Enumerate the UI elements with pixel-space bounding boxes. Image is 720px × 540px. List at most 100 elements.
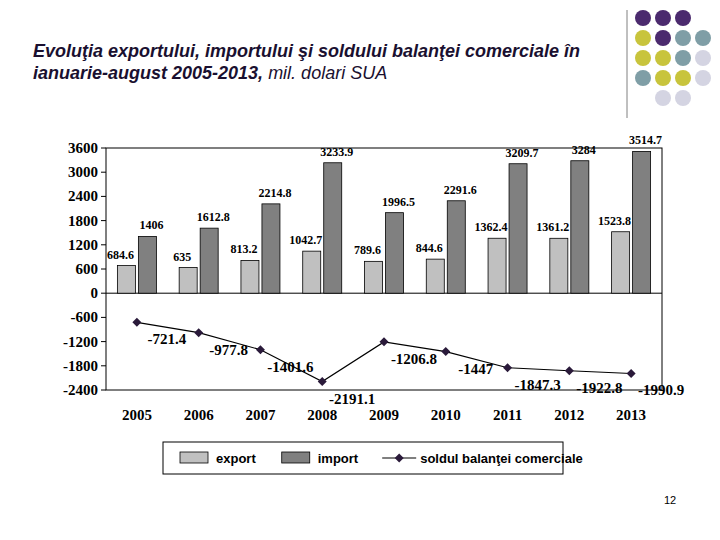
decor-dot xyxy=(655,50,671,66)
data-label: -1447 xyxy=(458,361,493,377)
data-label: 1406 xyxy=(139,218,163,232)
bar xyxy=(488,238,506,293)
decor-dot xyxy=(675,30,691,46)
y-tick-label: 1800 xyxy=(68,213,98,229)
decor-dot xyxy=(635,70,651,86)
bar xyxy=(447,201,465,293)
x-tick-label: 2005 xyxy=(122,407,152,423)
bar xyxy=(138,236,156,293)
marker xyxy=(132,318,141,327)
y-tick xyxy=(101,244,106,245)
bar xyxy=(365,261,383,293)
marker xyxy=(627,369,636,378)
y-tick xyxy=(101,317,106,318)
data-label: -1990.9 xyxy=(638,382,684,398)
x-tick-label: 2008 xyxy=(307,407,337,423)
page-number: 12 xyxy=(664,494,676,506)
y-tick xyxy=(101,148,106,149)
y-tick xyxy=(101,365,106,366)
data-label: 813.2 xyxy=(230,242,257,256)
line xyxy=(137,322,631,381)
y-tick-label: -600 xyxy=(71,309,99,325)
decor-dot xyxy=(635,30,651,46)
data-label: 789.6 xyxy=(354,243,381,257)
x-tick-label: 2011 xyxy=(493,407,522,423)
decor-dot xyxy=(655,30,671,46)
decor-dot xyxy=(695,50,711,66)
decor-dot xyxy=(635,50,651,66)
bar xyxy=(550,238,568,293)
data-labels: 684.6635813.21042.7789.6844.61362.41361.… xyxy=(107,133,684,406)
marker xyxy=(318,377,327,386)
bar xyxy=(117,266,135,294)
data-label: 3233.9 xyxy=(320,145,353,159)
chart: -2400-1800-1200-600060012001800240030003… xyxy=(0,0,720,540)
y-tick-label: 600 xyxy=(76,261,99,277)
legend-label: export xyxy=(216,451,256,466)
title: Evoluţia exportului, importului şi soldu… xyxy=(33,40,603,84)
y-tick-label: -1200 xyxy=(63,334,98,350)
data-label: -1847.3 xyxy=(514,377,560,393)
legend-swatch xyxy=(180,452,208,463)
bar xyxy=(324,163,342,293)
y-tick-label: -2400 xyxy=(63,382,98,398)
y-tick xyxy=(101,172,106,173)
data-label: -977.8 xyxy=(209,342,248,358)
data-label: 3284 xyxy=(572,143,596,157)
plot-frame xyxy=(106,148,662,390)
bar xyxy=(179,268,197,294)
data-label: 2214.8 xyxy=(258,186,291,200)
decor-dot xyxy=(695,70,711,86)
y-tick-label: 0 xyxy=(91,285,99,301)
decor-dot xyxy=(655,10,671,26)
data-label: 1362.4 xyxy=(475,220,508,234)
data-label: 1361.2 xyxy=(536,220,569,234)
y-tick xyxy=(101,220,106,221)
data-label: -1401.6 xyxy=(267,359,314,375)
x-tick-label: 2013 xyxy=(616,407,646,423)
data-label: 1612.8 xyxy=(197,210,230,224)
y-tick-label: -1800 xyxy=(63,358,98,374)
decor-dot xyxy=(675,70,691,86)
marks xyxy=(117,151,650,386)
data-label: 684.6 xyxy=(107,248,134,262)
subtitle: mil. dolari SUA xyxy=(268,63,387,83)
decor-dot xyxy=(675,50,691,66)
y-tick-label: 2400 xyxy=(68,188,98,204)
bar xyxy=(571,161,589,293)
bar xyxy=(303,251,321,293)
x-tick-label: 2009 xyxy=(369,407,399,423)
bar xyxy=(426,259,444,293)
x-tick-label: 2012 xyxy=(554,407,584,423)
x-tick-label: 2007 xyxy=(245,407,276,423)
decor-dot xyxy=(695,30,711,46)
x-tick-label: 2006 xyxy=(184,407,215,423)
data-label: 1523.8 xyxy=(598,214,631,228)
y-tick-label: 3600 xyxy=(68,140,98,156)
marker xyxy=(503,363,512,372)
decor-dot xyxy=(655,70,671,86)
legend-label: soldul balanţei comerciale xyxy=(420,451,583,466)
bar xyxy=(612,232,630,293)
marker xyxy=(256,345,265,354)
decor-dot xyxy=(675,90,691,106)
bar xyxy=(241,260,259,293)
bar xyxy=(200,228,218,293)
legend: export import soldul balanţei comerciale xyxy=(163,442,583,474)
y-tick xyxy=(101,196,106,197)
y-tick xyxy=(101,390,106,391)
data-label: -721.4 xyxy=(148,331,187,347)
legend-marker xyxy=(395,454,404,463)
bar xyxy=(386,213,404,294)
y-tick xyxy=(101,293,106,294)
bar xyxy=(509,164,527,293)
y-tick xyxy=(101,269,106,270)
bar xyxy=(633,151,651,293)
data-label: -2191.1 xyxy=(329,391,375,407)
data-label: 2291.6 xyxy=(444,183,477,197)
legend-label: import xyxy=(318,451,359,466)
marker xyxy=(380,337,389,346)
data-label: 844.6 xyxy=(416,241,443,255)
y-tick-label: 1200 xyxy=(68,237,98,253)
decor-line xyxy=(627,10,628,118)
